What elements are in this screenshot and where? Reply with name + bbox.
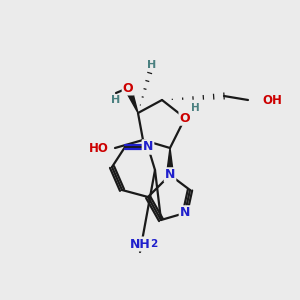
Text: N: N bbox=[180, 206, 190, 220]
Text: O: O bbox=[180, 112, 190, 124]
Text: N: N bbox=[143, 140, 153, 154]
Text: O: O bbox=[180, 112, 190, 124]
Text: HO: HO bbox=[89, 142, 109, 154]
Text: N: N bbox=[180, 206, 190, 220]
Text: OH: OH bbox=[262, 94, 282, 106]
Text: H: H bbox=[111, 95, 121, 105]
Text: O: O bbox=[123, 82, 133, 94]
Text: NH: NH bbox=[130, 238, 150, 250]
Text: H: H bbox=[190, 103, 200, 113]
Text: N: N bbox=[165, 169, 175, 182]
Polygon shape bbox=[125, 87, 138, 113]
Polygon shape bbox=[167, 148, 173, 175]
Text: N: N bbox=[143, 140, 153, 154]
Text: 2: 2 bbox=[150, 239, 158, 249]
Text: H: H bbox=[147, 60, 157, 70]
Text: N: N bbox=[165, 169, 175, 182]
